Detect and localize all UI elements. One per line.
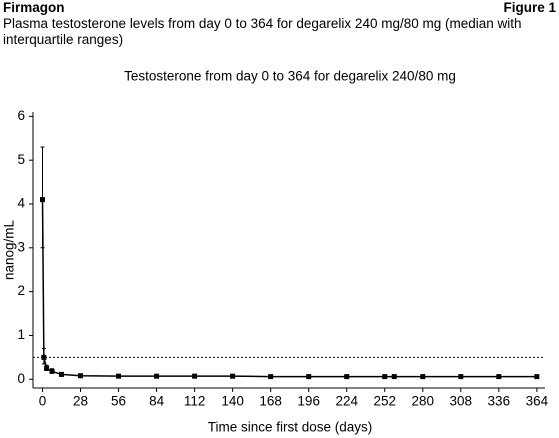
marker: [458, 374, 464, 380]
marker: [44, 365, 50, 371]
marker: [382, 374, 388, 380]
chart-title: Testosterone from day 0 to 364 for degar…: [124, 69, 456, 84]
marker: [116, 373, 122, 379]
marker: [59, 371, 65, 377]
marker: [40, 197, 46, 203]
x-tick-label: 140: [221, 394, 244, 409]
marker: [344, 374, 350, 380]
x-tick-label: 308: [450, 394, 473, 409]
series-line: [41, 199, 537, 378]
x-tick-label: 280: [412, 394, 435, 409]
marker: [154, 373, 160, 379]
x-tick-label: 364: [526, 394, 549, 409]
y-tick-label: 3: [17, 239, 25, 254]
y-tick-label: 0: [17, 371, 25, 386]
marker: [230, 373, 236, 379]
marker: [49, 368, 55, 374]
subtitle: Plasma testosterone levels from day 0 to…: [3, 16, 522, 47]
y-axis-label: nanog/mL: [2, 219, 17, 280]
x-tick-label: 56: [111, 394, 126, 409]
x-tick-label: 112: [184, 394, 206, 409]
y-tick-label: 6: [17, 108, 25, 123]
marker: [534, 374, 540, 380]
header: Firmagon Figure 1 Plasma testosterone le…: [3, 0, 556, 48]
marker: [306, 374, 312, 380]
marker: [268, 374, 274, 380]
x-tick-label: 168: [259, 394, 282, 409]
x-tick-label: 0: [39, 394, 47, 409]
marker: [391, 374, 397, 380]
x-axis-label: Time since first dose (days): [208, 420, 373, 435]
y-tick-label: 1: [17, 327, 25, 342]
x-tick-label: 252: [373, 394, 396, 409]
product-name: Firmagon: [3, 0, 65, 15]
marker: [192, 373, 198, 379]
marker: [41, 354, 47, 360]
marker: [420, 374, 426, 380]
x-tick-label: 336: [488, 394, 511, 409]
y-tick-label: 5: [17, 152, 25, 167]
y-tick-label: 4: [17, 196, 25, 211]
figure-label: Figure 1: [503, 0, 556, 15]
x-tick-label: 196: [297, 394, 320, 409]
marker: [496, 374, 502, 380]
x-tick-label: 84: [149, 394, 165, 409]
y-tick-label: 2: [17, 283, 25, 298]
x-tick-label: 28: [73, 394, 88, 409]
marker: [78, 373, 84, 379]
x-tick-label: 224: [335, 394, 358, 409]
